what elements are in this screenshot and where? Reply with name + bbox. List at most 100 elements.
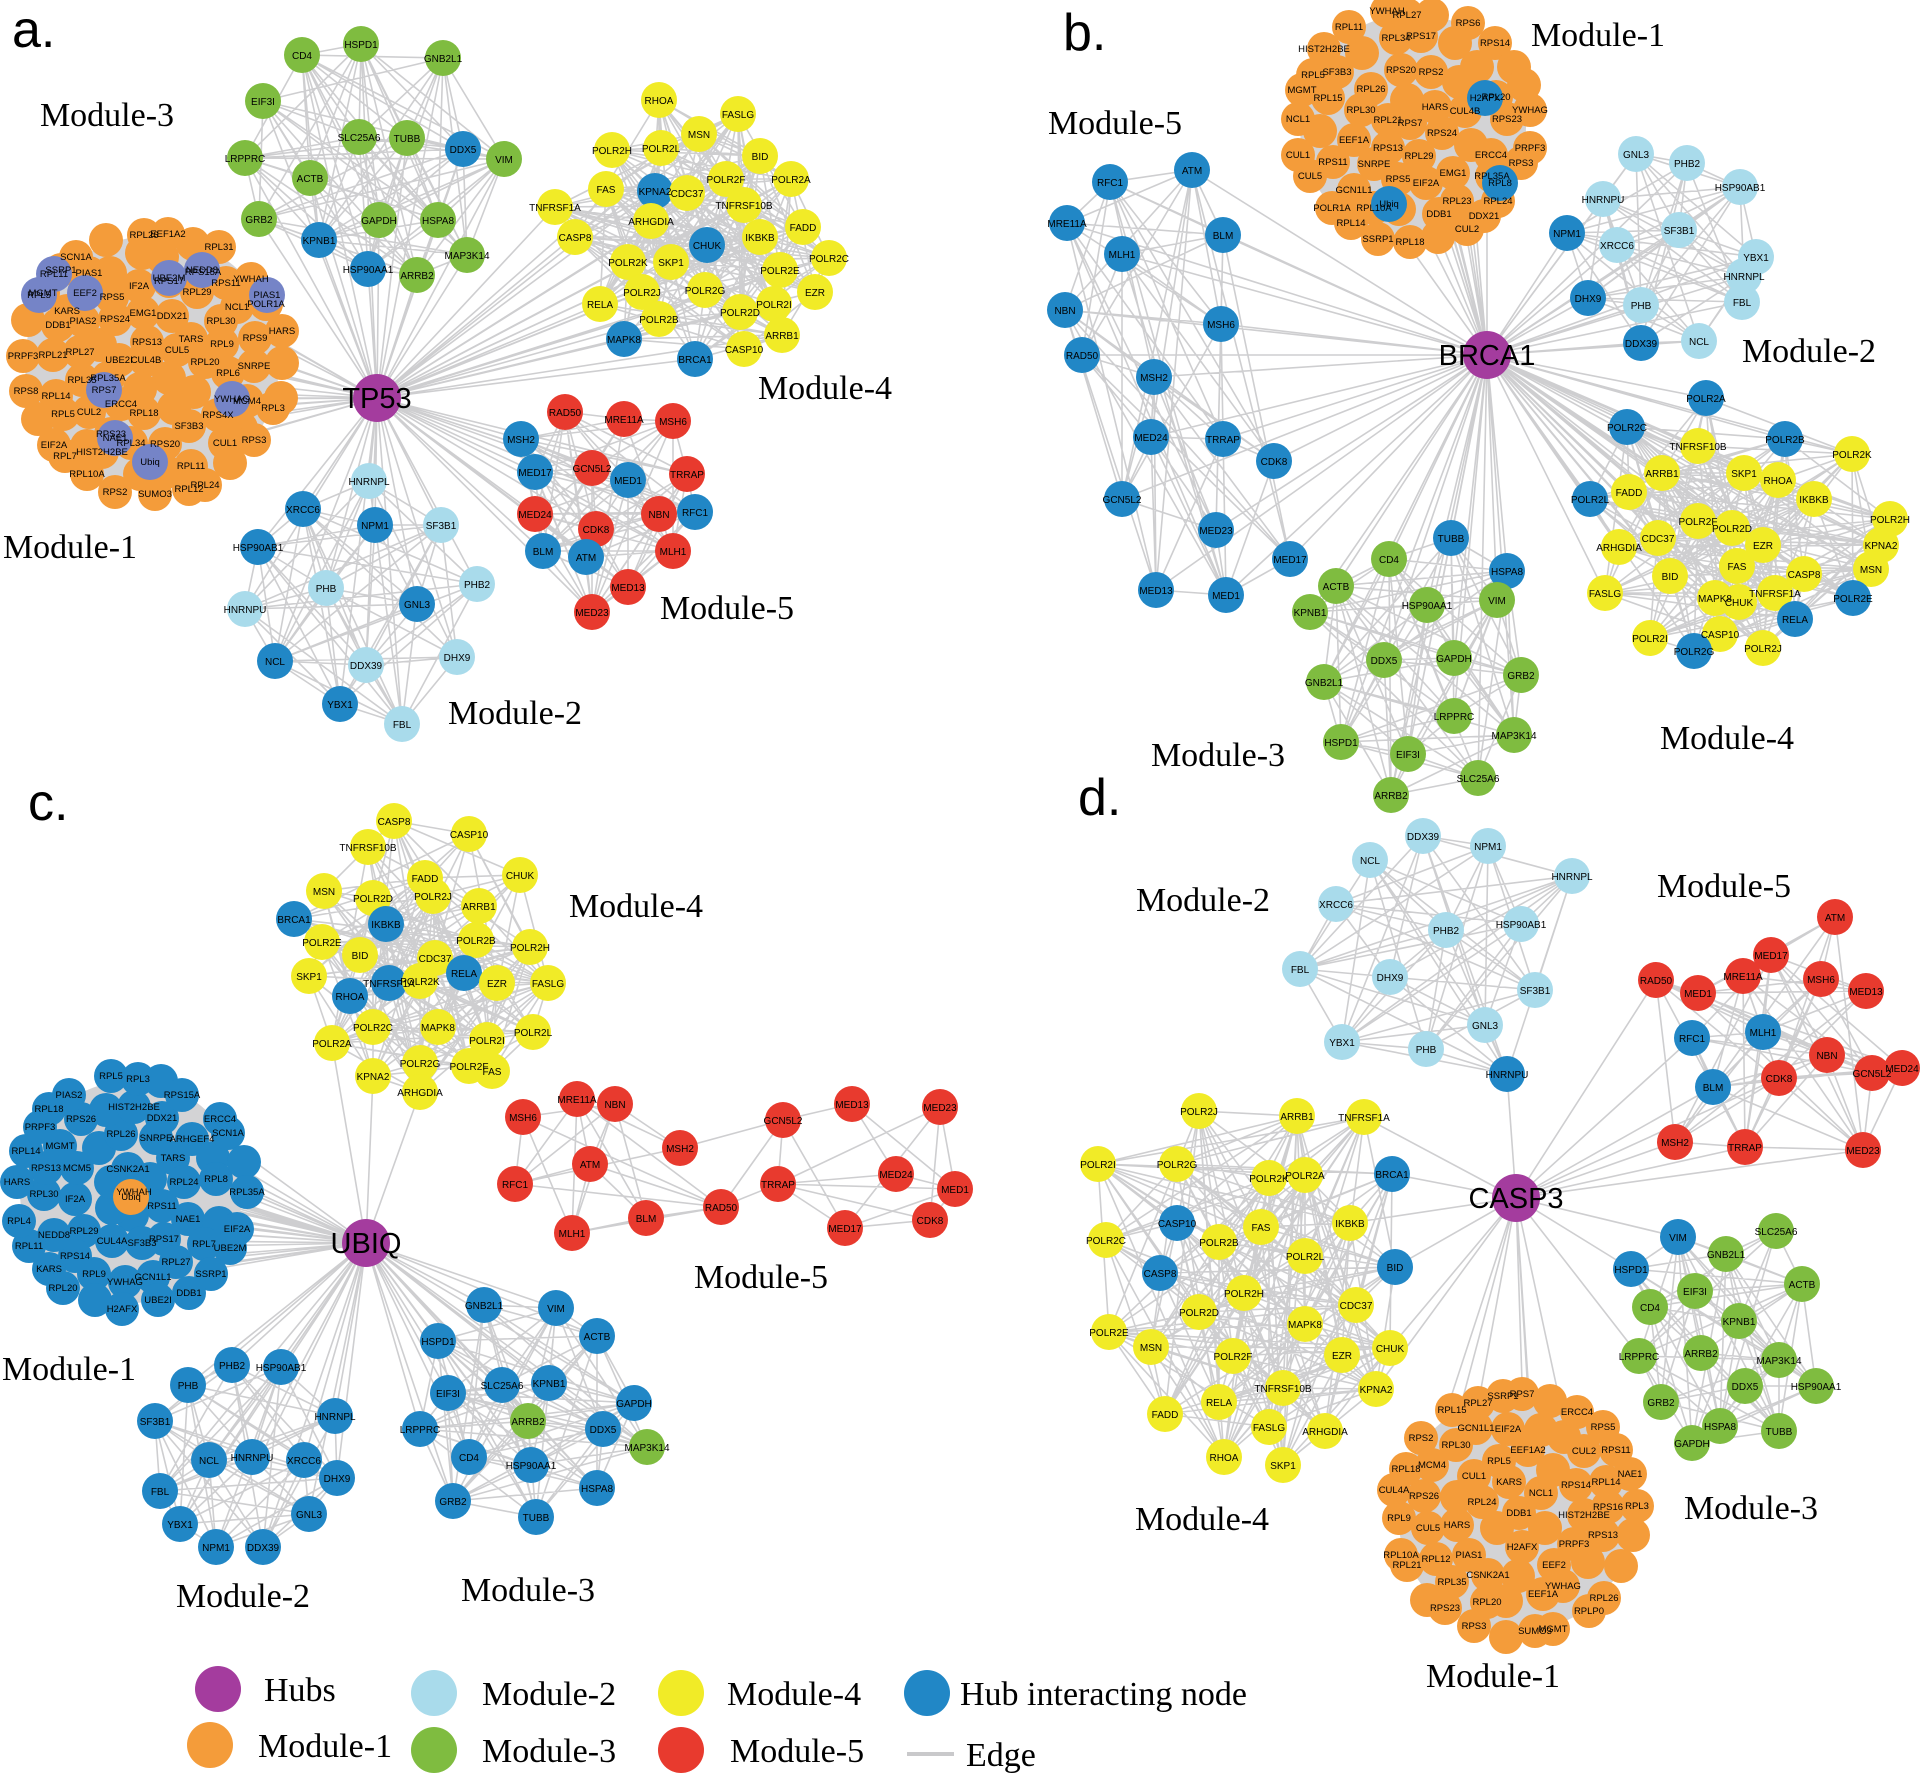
svg-text:YWHAG: YWHAG [107,1277,143,1288]
svg-text:CASP8: CASP8 [559,233,592,244]
svg-text:d.: d. [1078,769,1121,827]
svg-text:FBL: FBL [151,1487,170,1498]
svg-text:IKBKB: IKBKB [371,920,401,931]
svg-text:SNRPE: SNRPE [140,1133,173,1144]
svg-text:CASP10: CASP10 [1158,1219,1197,1230]
svg-text:HARS: HARS [4,1177,30,1188]
svg-text:H2AFX: H2AFX [1470,93,1501,104]
svg-text:ARHGDIA: ARHGDIA [397,1088,443,1099]
svg-text:TUBB: TUBB [1766,1427,1793,1438]
svg-text:RPS17: RPS17 [149,1234,179,1245]
svg-text:RPL29: RPL29 [69,1226,98,1237]
svg-text:RPS5: RPS5 [1591,1422,1616,1433]
svg-text:UBE2I: UBE2I [105,355,132,366]
svg-text:RPL29: RPL29 [182,287,211,298]
svg-text:BID: BID [352,951,369,962]
svg-text:HIST2H2BE: HIST2H2BE [1558,1510,1610,1521]
svg-text:YBX1: YBX1 [167,1520,193,1531]
svg-text:EIF2A: EIF2A [1495,1424,1522,1435]
svg-text:CUL4A: CUL4A [97,1236,128,1247]
svg-text:RAD50: RAD50 [1640,976,1673,987]
svg-text:POLR2I: POLR2I [756,300,792,311]
svg-text:UBIQ: UBIQ [331,1228,402,1260]
svg-text:POLR2K: POLR2K [608,258,648,269]
svg-text:Module-2: Module-2 [1742,333,1876,370]
svg-text:SSRP1: SSRP1 [45,265,76,276]
svg-text:NAE1: NAE1 [176,1214,201,1225]
svg-text:HARS: HARS [269,326,295,337]
svg-text:POLR2A: POLR2A [1285,1171,1325,1182]
svg-text:GRB2: GRB2 [245,215,273,226]
svg-text:DDB1: DDB1 [1506,1508,1531,1519]
svg-text:HIST2H2BE: HIST2H2BE [108,1102,160,1113]
svg-text:CUL4B: CUL4B [1450,106,1481,117]
svg-text:MSH2: MSH2 [1661,1138,1689,1149]
svg-text:POLR2B: POLR2B [456,936,496,947]
svg-text:RPL3: RPL3 [1625,1501,1649,1512]
svg-text:Module-5: Module-5 [730,1733,864,1770]
svg-text:NPM1: NPM1 [1553,229,1581,240]
svg-text:CASP3: CASP3 [1468,1183,1563,1215]
svg-text:BLM: BLM [636,1214,657,1225]
svg-text:MED1: MED1 [941,1185,969,1196]
svg-text:RPS23: RPS23 [96,429,126,440]
svg-text:Module-2: Module-2 [448,695,582,732]
svg-text:NCL: NCL [1689,337,1709,348]
svg-text:LRPPRC: LRPPRC [1434,712,1475,723]
svg-text:MAP3K14: MAP3K14 [444,251,489,262]
svg-text:RPS20: RPS20 [150,439,180,450]
svg-text:DHX9: DHX9 [444,653,471,664]
svg-text:RPL24: RPL24 [1467,1497,1496,1508]
svg-text:RPL29: RPL29 [1404,151,1433,162]
svg-text:CUL2: CUL2 [1572,1446,1596,1457]
svg-text:SF3B1: SF3B1 [1520,986,1551,997]
svg-text:POLR2H: POLR2H [1870,515,1910,526]
svg-text:POLR2A: POLR2A [1686,394,1726,405]
svg-text:POLR2J: POLR2J [1180,1107,1218,1118]
svg-text:RPS7: RPS7 [92,385,117,396]
svg-text:Module-2: Module-2 [482,1676,616,1713]
svg-text:SKP1: SKP1 [296,972,322,983]
svg-text:HSPA8: HSPA8 [1704,1422,1736,1433]
svg-text:SF3B3: SF3B3 [127,1238,156,1249]
svg-text:POLR1A: POLR1A [247,299,285,310]
svg-text:RPL24: RPL24 [169,1177,198,1188]
svg-text:RPL20: RPL20 [1481,92,1510,103]
svg-text:CASP10: CASP10 [1701,630,1740,641]
svg-text:EZR: EZR [805,288,825,299]
svg-text:TNFRSF10B: TNFRSF10B [715,201,773,212]
svg-text:MED1: MED1 [1684,989,1712,1000]
svg-text:RAD50: RAD50 [549,408,582,419]
svg-text:HSP90AB1: HSP90AB1 [1715,183,1766,194]
svg-text:RPL8: RPL8 [1488,178,1512,189]
svg-text:GAPDH: GAPDH [361,216,397,227]
svg-text:POLR2E: POLR2E [302,938,342,949]
svg-text:NPM1: NPM1 [202,1543,230,1554]
svg-text:RPLP0: RPLP0 [1574,1606,1604,1617]
svg-text:RPL11: RPL11 [15,1241,43,1252]
svg-text:FADD: FADD [1152,1410,1179,1421]
svg-text:RELA: RELA [1782,615,1808,626]
svg-text:IKBKB: IKBKB [1799,495,1829,506]
svg-text:DHX9: DHX9 [1377,973,1404,984]
svg-text:KPNA2: KPNA2 [1360,1385,1393,1396]
svg-text:SLC25A6: SLC25A6 [481,1381,524,1392]
svg-text:EZR: EZR [1753,541,1773,552]
svg-text:HNRNPL: HNRNPL [1551,872,1593,883]
svg-text:RFC1: RFC1 [502,1180,529,1191]
svg-text:MAPK8: MAPK8 [1698,594,1732,605]
svg-text:POLR2F: POLR2F [707,175,746,186]
svg-text:RPS13: RPS13 [1588,1530,1618,1541]
svg-text:MAPK8: MAPK8 [1288,1320,1322,1331]
svg-text:RPS16: RPS16 [1593,1502,1623,1513]
svg-text:KPNA2: KPNA2 [639,187,672,198]
svg-text:HNRNPL: HNRNPL [1723,272,1765,283]
svg-text:GNL3: GNL3 [296,1510,323,1521]
svg-text:RPL14: RPL14 [1336,218,1365,229]
svg-text:RPS13: RPS13 [1373,143,1403,154]
svg-text:POLR2F: POLR2F [450,1062,489,1073]
svg-text:NPM1: NPM1 [1474,842,1502,853]
svg-text:SF3B1: SF3B1 [426,521,457,532]
svg-text:IF2A: IF2A [129,281,150,292]
svg-text:HARS: HARS [1422,102,1448,113]
